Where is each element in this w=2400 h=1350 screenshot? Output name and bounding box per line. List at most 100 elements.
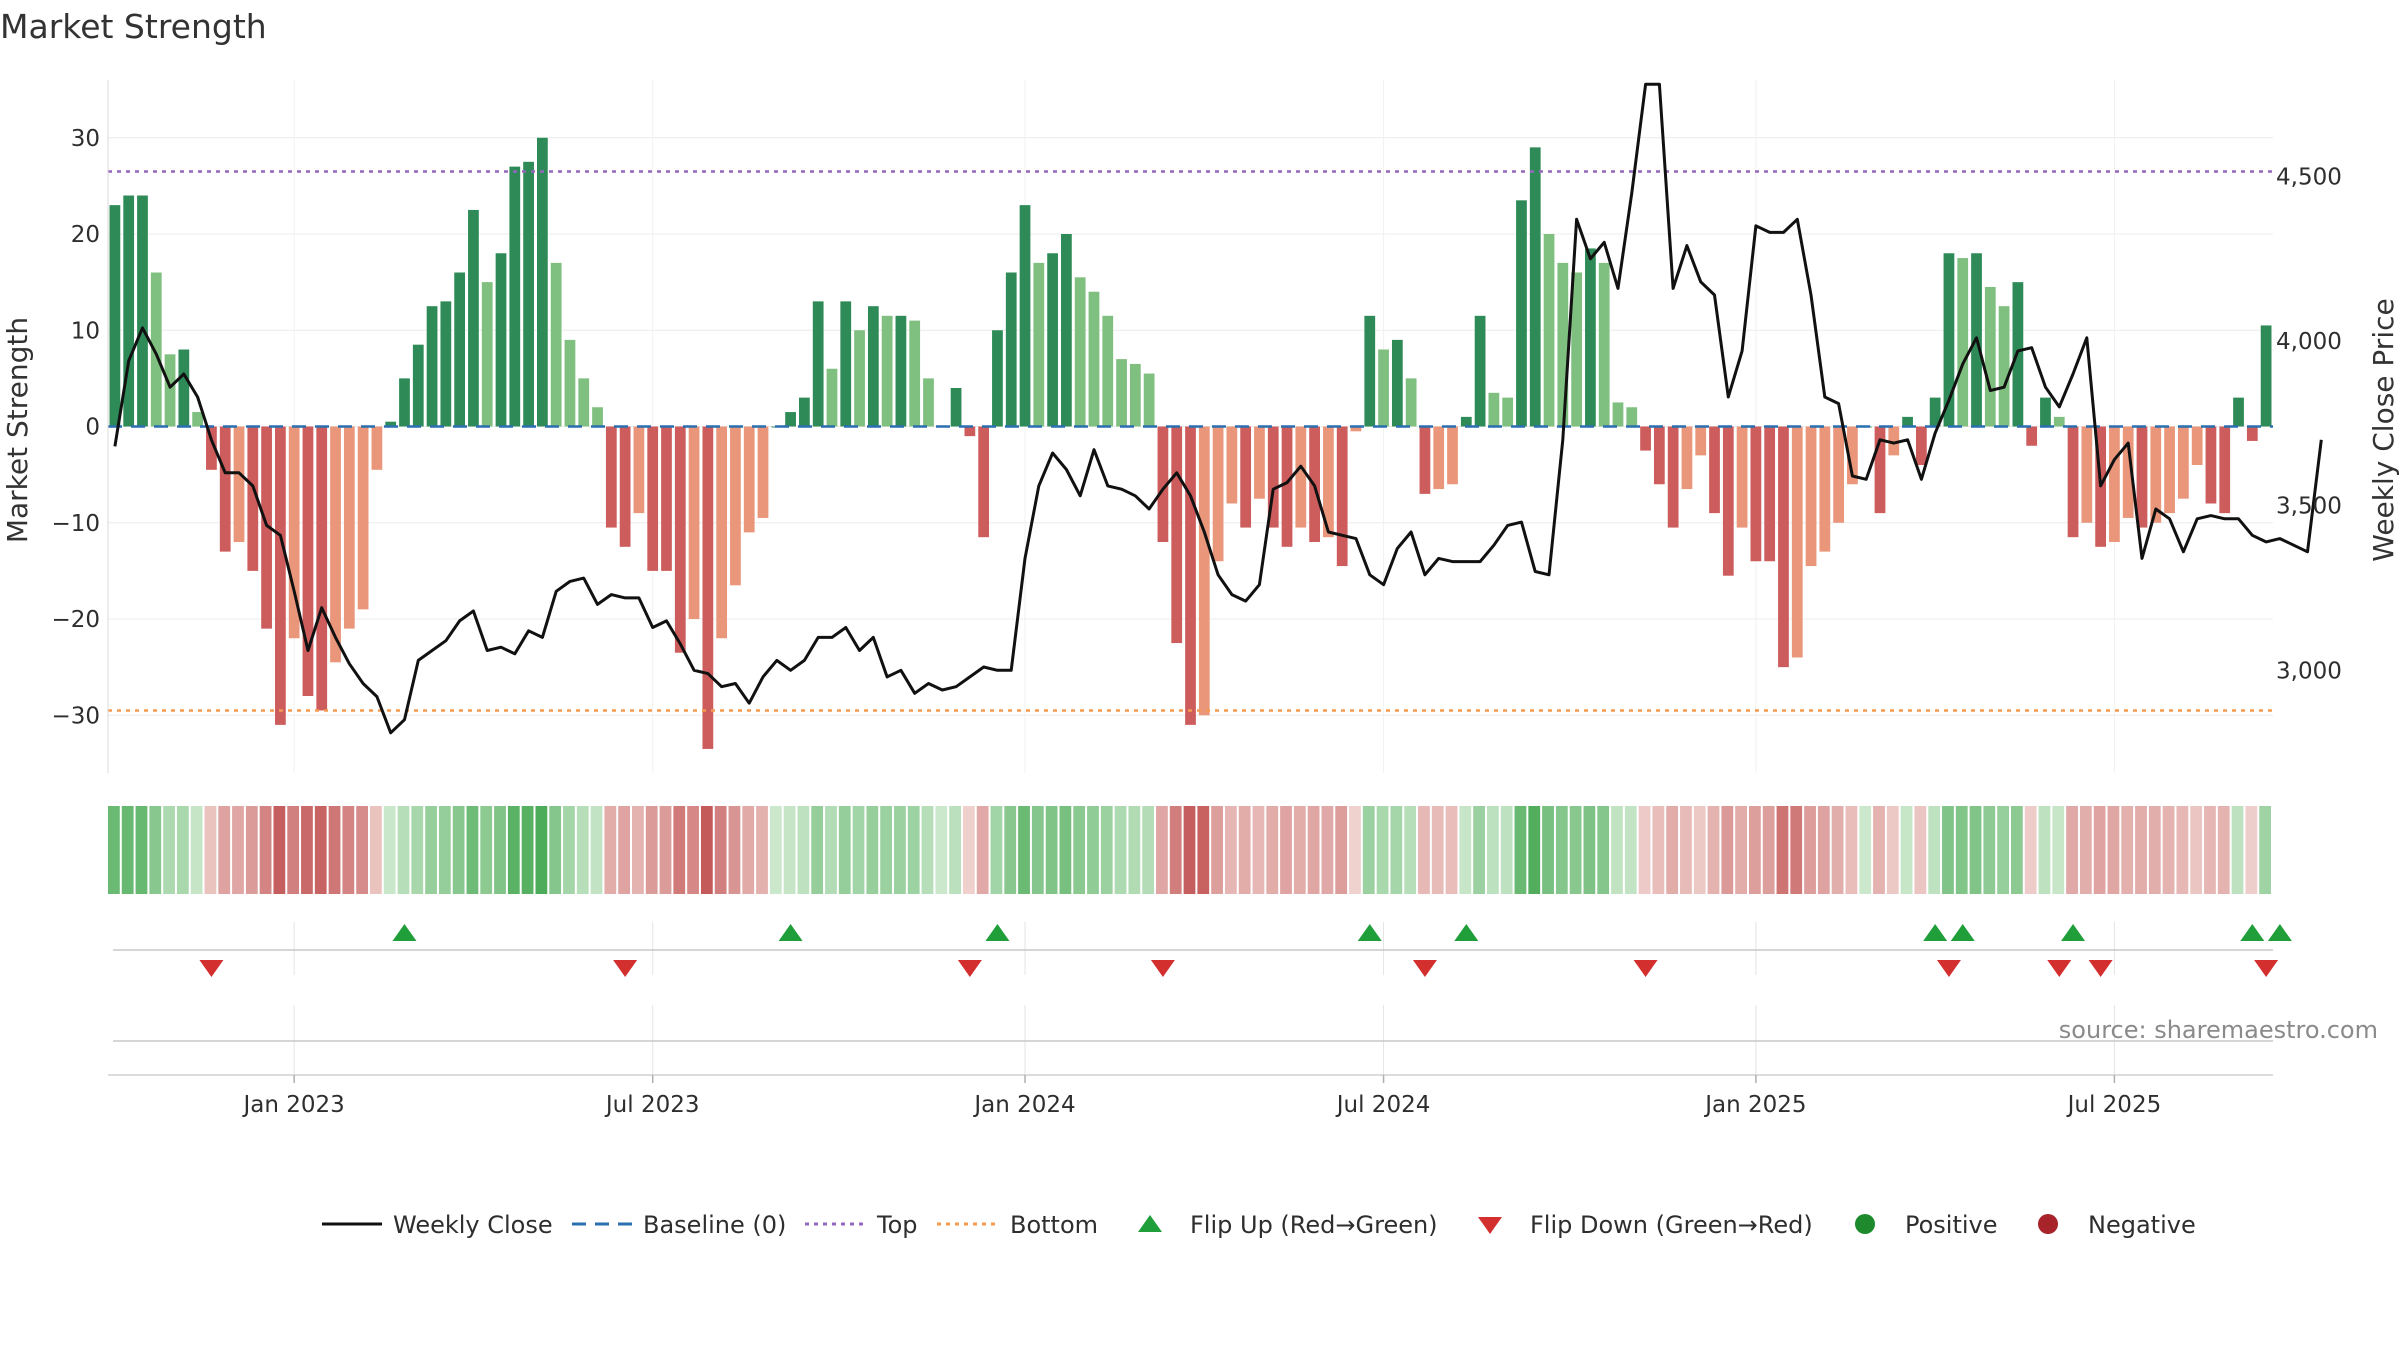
left-axis-title: Market Strength xyxy=(1,317,34,543)
strength-bar xyxy=(1640,426,1651,451)
strip-cell xyxy=(811,806,824,894)
strength-bar xyxy=(509,166,521,427)
legend-flip-up-icon xyxy=(1138,1215,1162,1232)
flip-up-marker xyxy=(392,924,417,941)
strip-cell xyxy=(2204,806,2216,894)
strength-bar xyxy=(1847,426,1858,485)
strip-cell xyxy=(328,806,341,894)
strip-cell xyxy=(2231,806,2244,894)
flip-up-marker xyxy=(2061,924,2086,941)
strength-bar xyxy=(1405,378,1417,427)
strip-cell xyxy=(1693,806,1706,894)
strength-bar xyxy=(1791,426,1803,658)
strip-cell xyxy=(962,806,975,894)
strip-cell xyxy=(370,806,382,894)
strip-cell xyxy=(1569,806,1582,894)
weekly-close-line xyxy=(113,82,2323,735)
strip-cell xyxy=(507,806,520,894)
strength-bar xyxy=(605,426,617,528)
strip-cell xyxy=(1928,806,1941,894)
x-tick-label: Jul 2024 xyxy=(1335,1092,1431,1118)
strength-bar xyxy=(1653,426,1665,485)
strip-cell xyxy=(866,806,879,894)
strength-bar xyxy=(288,426,300,639)
strip-cell xyxy=(1680,806,1692,894)
strip-cell xyxy=(1142,806,1155,894)
strip-cell xyxy=(190,806,203,894)
strength-bar xyxy=(192,412,204,427)
strip-cell xyxy=(1211,806,1223,894)
strength-bar xyxy=(399,378,410,427)
strength-bar xyxy=(1819,426,1831,552)
strength-bar xyxy=(2053,416,2065,427)
strength-bar xyxy=(1833,426,1844,523)
strip-cell xyxy=(1376,806,1389,894)
strip-cell xyxy=(494,806,506,894)
strip-cell xyxy=(1252,806,1265,894)
strip-cell xyxy=(563,806,575,894)
strength-bar xyxy=(1750,426,1762,562)
strip-cell xyxy=(549,806,562,894)
strength-bar xyxy=(2026,426,2038,446)
strip-cell xyxy=(1445,806,1458,894)
strength-bar xyxy=(2067,426,2079,538)
strip-cell xyxy=(1583,806,1596,894)
strength-bar xyxy=(992,330,1003,427)
strength-bar xyxy=(357,426,369,610)
right-axis-title: Weekly Close Price xyxy=(2367,298,2400,561)
strip-cell xyxy=(1431,806,1444,894)
strength-bar xyxy=(550,262,562,427)
strength-bar xyxy=(109,205,121,427)
strength-bar xyxy=(923,378,934,427)
strip-cell xyxy=(204,806,217,894)
strength-bar xyxy=(674,426,686,653)
strip-cell xyxy=(2176,806,2189,894)
strength-bar xyxy=(881,315,893,427)
strip-cell xyxy=(783,806,796,894)
strength-bar xyxy=(1681,426,1693,490)
strength-bar xyxy=(688,426,700,619)
strip-cell xyxy=(1597,806,1610,894)
flip-down-marker xyxy=(957,960,982,977)
strip-cell xyxy=(2190,806,2203,894)
strength-bar xyxy=(743,426,755,533)
strength-bar xyxy=(481,282,493,427)
flip-down-marker xyxy=(199,960,224,977)
strength-bar xyxy=(1281,426,1293,547)
strip-cell xyxy=(1473,806,1485,894)
strength-bar xyxy=(647,426,659,571)
right-tick-label: 4,500 xyxy=(2276,164,2342,190)
left-tick-label: 20 xyxy=(71,222,100,248)
strip-cell xyxy=(1073,806,1086,894)
flip-down-marker xyxy=(1936,960,1961,977)
strength-bar xyxy=(633,426,645,514)
strip-cell xyxy=(2259,806,2271,894)
strength-bar xyxy=(2191,426,2203,465)
strength-bar xyxy=(330,426,341,663)
strip-cell xyxy=(1031,806,1044,894)
strip-cell xyxy=(1404,806,1417,894)
flip-up-marker xyxy=(1454,924,1479,941)
legend-weekly-close: Weekly Close xyxy=(393,1211,553,1239)
strip-cell xyxy=(1886,806,1899,894)
strength-bar xyxy=(1143,373,1155,427)
legend-baseline: Baseline (0) xyxy=(643,1211,786,1239)
strip-cell xyxy=(232,806,244,894)
strength-bar xyxy=(1447,426,1458,485)
strength-bar xyxy=(1998,306,2010,427)
strength-bar xyxy=(1460,416,1472,427)
strength-bar xyxy=(1419,426,1431,494)
legend-bottom: Bottom xyxy=(1010,1211,1098,1239)
strength-bar xyxy=(2219,426,2231,514)
strength-bar xyxy=(1612,402,1624,427)
strip-cell xyxy=(2135,806,2147,894)
strip-cell xyxy=(1914,806,1927,894)
strength-bar xyxy=(233,426,245,542)
strip-cell xyxy=(2107,806,2120,894)
strip-cell xyxy=(2162,806,2175,894)
strength-bar xyxy=(1488,392,1500,427)
strength-bar xyxy=(1267,426,1279,528)
strip-cell xyxy=(769,806,782,894)
strength-color-strip xyxy=(108,806,2271,894)
